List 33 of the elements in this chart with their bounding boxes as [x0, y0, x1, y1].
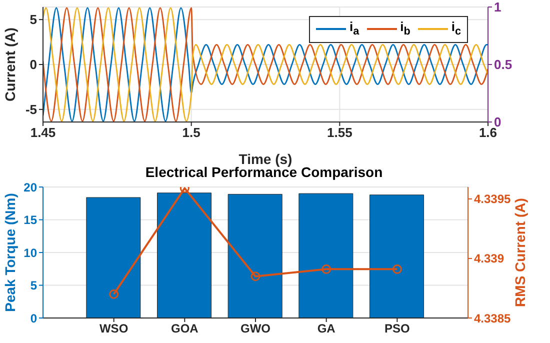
- x-tick-label: WSO: [99, 322, 128, 336]
- legend-label: i$_{c}$: [451, 18, 461, 40]
- y-tick-label: 0: [30, 57, 37, 72]
- x-tick-label: 1.5: [182, 125, 200, 140]
- y2-tick-label: 0.5: [494, 57, 512, 72]
- x-axis-title: Time (s): [238, 151, 292, 167]
- x-tick-label: 1.45: [30, 125, 56, 140]
- y2-tick-label: 4.3385: [474, 311, 512, 326]
- y-tick-label: 0: [30, 311, 38, 326]
- point: [109, 289, 119, 299]
- y2-axis-title: RMS Current (A): [512, 198, 528, 307]
- legend-label: i$_{b}$: [400, 18, 410, 40]
- y2-tick-label: 4.339: [474, 252, 504, 266]
- x-tick-label: 1.6: [478, 125, 498, 140]
- point: [322, 264, 332, 274]
- y-axis-title: Current (A): [2, 28, 18, 102]
- y-tick-label: 5: [30, 12, 37, 28]
- legend-label: i$_{a}$: [349, 18, 360, 40]
- y2-tick-label: 1: [494, 0, 502, 15]
- x-tick-label: GA: [317, 322, 336, 336]
- y-tick-label: 15: [24, 213, 38, 228]
- x-tick-label: PSO: [384, 322, 410, 336]
- y-axis-title: Peak Torque (Nm): [2, 193, 18, 312]
- y-tick-label: 20: [24, 180, 38, 194]
- y-tick-label: 10: [24, 246, 38, 260]
- y-tick-label: 5: [30, 278, 38, 293]
- x-tick-label: GWO: [240, 322, 270, 336]
- x-tick-label: GOA: [170, 322, 199, 336]
- x-tick-label: 1.55: [327, 125, 352, 140]
- y2-tick-label: 4.3395: [474, 192, 512, 206]
- point: [250, 272, 260, 282]
- y-tick-label: -5: [25, 102, 37, 118]
- point: [392, 264, 402, 274]
